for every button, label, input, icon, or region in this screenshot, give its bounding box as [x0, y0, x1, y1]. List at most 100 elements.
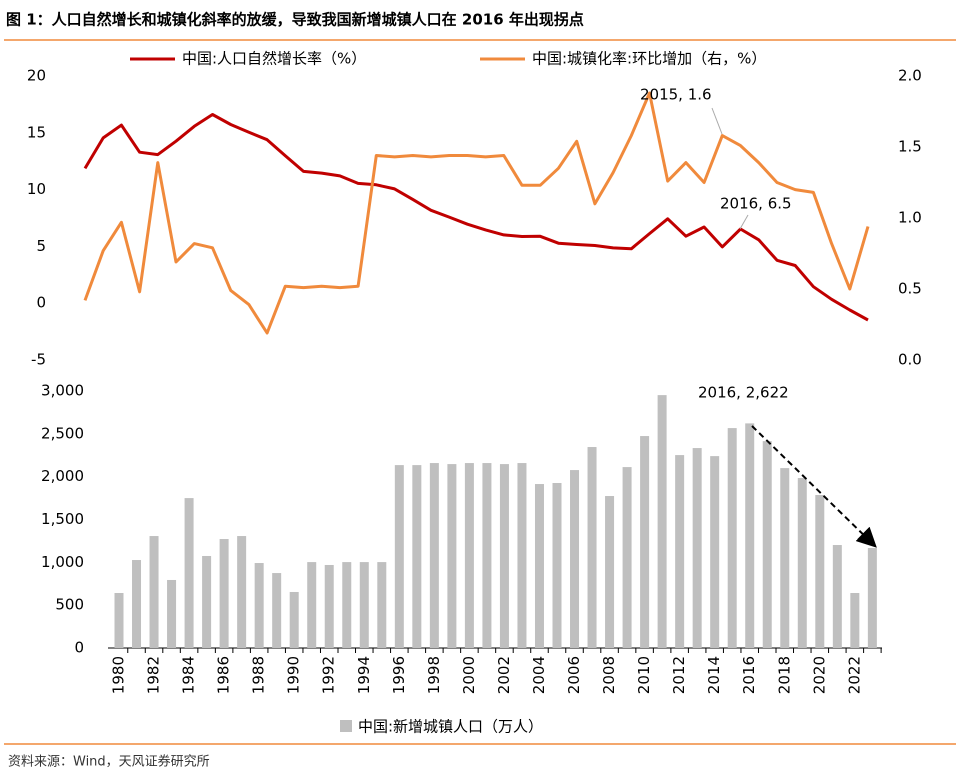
x-tick-label: 1980 — [110, 656, 128, 694]
x-tick-label: 2000 — [460, 656, 478, 694]
y-tick-label: -5 — [31, 351, 46, 369]
bar — [622, 467, 632, 648]
y2-tick-label: 0.5 — [898, 280, 922, 298]
y-tick-label: 500 — [55, 596, 84, 614]
bar — [745, 423, 755, 648]
bar — [272, 573, 282, 648]
legend-label: 中国:新增城镇人口（万人） — [358, 718, 543, 736]
x-tick-label: 2002 — [495, 656, 513, 694]
legend-swatch — [340, 720, 352, 732]
y-tick-label: 2,500 — [41, 424, 84, 442]
bar — [692, 448, 702, 648]
y2-tick-label: 2.0 — [898, 67, 922, 85]
source: 资料来源：Wind，天风证券研究所 — [8, 754, 210, 770]
bar — [167, 579, 177, 648]
bar — [359, 562, 369, 648]
trend-arrow — [751, 425, 877, 548]
annotation: 2016, 6.5 — [720, 195, 792, 213]
y2-tick-label: 0.0 — [898, 351, 922, 369]
bar — [254, 563, 264, 648]
bar — [727, 428, 737, 648]
bar — [324, 564, 334, 648]
x-tick-label: 1990 — [285, 656, 303, 694]
y-tick-label: 20 — [27, 67, 46, 85]
y2-tick-label: 1.5 — [898, 138, 922, 156]
annotation: 2016, 2,622 — [698, 384, 789, 402]
bar — [499, 464, 509, 648]
y-tick-label: 0 — [36, 294, 46, 312]
x-tick-label: 1988 — [250, 656, 268, 694]
y-tick-label: 5 — [36, 237, 46, 255]
x-tick-label: 2008 — [600, 656, 618, 694]
x-tick-label: 2006 — [565, 656, 583, 694]
x-tick-label: 1984 — [180, 656, 198, 694]
annotation: 2015, 1.6 — [640, 86, 712, 104]
x-tick-label: 1992 — [320, 656, 338, 694]
leader-line — [739, 214, 749, 230]
bar — [237, 536, 247, 648]
bar — [552, 483, 562, 648]
bar — [850, 593, 860, 648]
y2-tick-label: 1.0 — [898, 209, 922, 227]
bar — [534, 484, 544, 648]
bar — [762, 441, 772, 648]
y-tick-label: 2,000 — [41, 467, 84, 485]
bar — [815, 494, 825, 648]
x-tick-label: 2012 — [670, 656, 688, 694]
x-tick-label: 2022 — [845, 656, 863, 694]
bar — [377, 562, 387, 648]
y-tick-label: 15 — [27, 123, 46, 141]
x-tick-label: 1998 — [425, 656, 443, 694]
x-tick-label: 2018 — [775, 656, 793, 694]
bar — [464, 463, 474, 648]
bar — [832, 545, 842, 648]
x-tick-label: 2014 — [705, 656, 723, 694]
y-tick-label: 3,000 — [41, 382, 84, 400]
legend-label: 中国:人口自然增长率（%） — [182, 50, 366, 68]
bar — [482, 463, 492, 648]
bar — [517, 463, 527, 648]
y-tick-label: 1,500 — [41, 510, 84, 528]
bar — [219, 539, 229, 648]
bar — [307, 562, 317, 648]
bar — [184, 498, 194, 648]
bar — [605, 496, 615, 648]
y-tick-label: 0 — [74, 639, 84, 657]
bar — [640, 436, 650, 648]
bar — [394, 465, 404, 648]
bar — [797, 478, 807, 648]
y-tick-label: 1,000 — [41, 553, 84, 571]
legend-label: 中国:城镇化率:环比增加（右，%） — [532, 50, 766, 68]
bar — [710, 456, 720, 648]
bar — [412, 465, 422, 648]
bar — [342, 562, 352, 648]
bar — [587, 447, 597, 648]
y-tick-label: 10 — [27, 180, 46, 198]
x-tick-label: 1994 — [355, 656, 373, 694]
bar — [570, 470, 580, 648]
x-tick-label: 1982 — [145, 656, 163, 694]
bar — [132, 560, 142, 648]
bar — [675, 455, 685, 648]
bar — [867, 548, 877, 648]
bar — [429, 463, 439, 648]
bar — [780, 468, 790, 648]
bar — [202, 555, 212, 648]
bar — [289, 591, 299, 648]
x-tick-label: 1996 — [390, 656, 408, 694]
x-tick-label: 1986 — [215, 656, 233, 694]
x-tick-label: 2004 — [530, 656, 548, 694]
chart-title: 图 1：人口自然增长和城镇化斜率的放缓，导致我国新增城镇人口在 2016 年出现… — [6, 11, 584, 29]
leader-line — [711, 107, 723, 135]
bar — [657, 395, 667, 648]
bar — [114, 593, 124, 648]
bar — [149, 536, 159, 648]
x-tick-label: 2020 — [810, 656, 828, 694]
series-line — [83, 113, 869, 322]
series-line — [83, 91, 870, 335]
bar — [447, 464, 457, 648]
x-tick-label: 2016 — [740, 656, 758, 694]
x-tick-label: 2010 — [635, 656, 653, 694]
